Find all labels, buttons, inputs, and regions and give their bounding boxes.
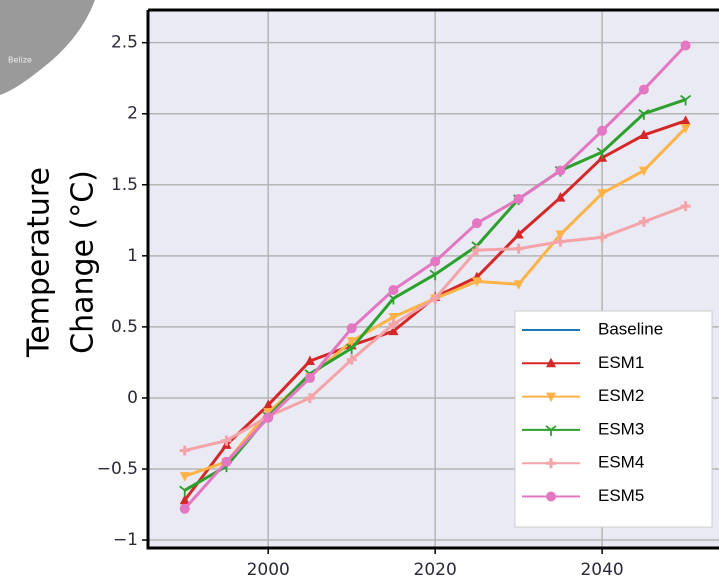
x-tick-label: 2020 (414, 560, 457, 580)
chart: Belize Temperature Change (°C) Baseline E… (0, 0, 719, 581)
point (681, 41, 691, 51)
point (514, 194, 524, 204)
legend-label: Baseline (598, 319, 663, 338)
point (472, 218, 482, 228)
point (221, 457, 231, 467)
legend-label: ESM4 (598, 453, 644, 472)
point (180, 504, 190, 514)
map-label: Belize (8, 56, 32, 65)
point (388, 285, 398, 295)
point (347, 323, 357, 333)
y-axis-label: Change (°C) (66, 170, 101, 354)
y-axis-label: Temperature (22, 167, 57, 358)
legend-label: ESM5 (598, 486, 644, 505)
y-tick-label: −0.5 (97, 459, 138, 479)
y-tick-label: 1.5 (111, 175, 138, 195)
point (597, 126, 607, 136)
legend-label: ESM3 (598, 419, 644, 438)
y-tick-label: −1 (113, 530, 138, 550)
point (546, 492, 556, 502)
point (263, 413, 273, 423)
y-tick-label: 2 (127, 104, 138, 124)
y-tick-label: 0 (127, 388, 138, 408)
legend: Baseline ESM1 ESM2 ESM3 ESM4 ESM5 (515, 311, 712, 527)
point (430, 257, 440, 267)
point (555, 166, 565, 176)
x-tick-label: 2000 (247, 560, 290, 580)
legend-label: ESM1 (598, 353, 644, 372)
y-tick-label: 1 (127, 246, 138, 266)
point (305, 373, 315, 383)
x-tick-label: 2040 (580, 560, 623, 580)
point (639, 85, 649, 95)
y-tick-label: 0.5 (111, 317, 138, 337)
legend-label: ESM2 (598, 386, 644, 405)
map-fragment (0, 0, 95, 95)
y-tick-label: 2.5 (111, 33, 138, 53)
